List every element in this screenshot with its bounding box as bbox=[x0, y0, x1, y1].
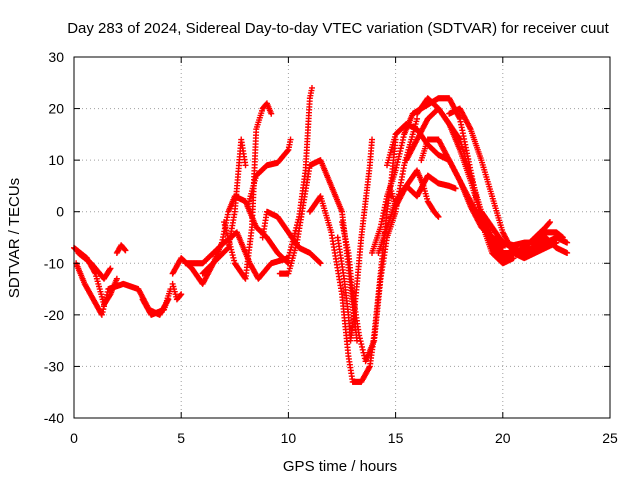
data-point-marker bbox=[103, 291, 110, 298]
data-point-marker bbox=[228, 246, 235, 253]
data-point-marker bbox=[317, 260, 324, 267]
data-point-marker bbox=[226, 238, 233, 245]
data-point-marker bbox=[242, 162, 249, 169]
data-series bbox=[139, 286, 174, 318]
data-point-marker bbox=[227, 243, 234, 250]
data-point-marker bbox=[122, 247, 129, 254]
data-point-marker bbox=[308, 84, 315, 91]
data-point-marker bbox=[287, 136, 294, 143]
data-series bbox=[73, 260, 172, 318]
data-point-marker bbox=[564, 239, 571, 246]
data-point-marker bbox=[268, 110, 275, 117]
data-point-marker bbox=[231, 257, 238, 264]
data-series bbox=[339, 115, 421, 365]
data-point-marker bbox=[98, 311, 105, 318]
y-tick-label: 30 bbox=[48, 49, 64, 65]
data-point-marker bbox=[510, 255, 517, 262]
x-tick-label: 10 bbox=[281, 430, 297, 446]
data-series bbox=[169, 280, 185, 303]
data-point-marker bbox=[456, 135, 463, 142]
data-point-marker bbox=[103, 294, 110, 301]
data-point-marker bbox=[358, 341, 365, 348]
y-tick-label: -40 bbox=[44, 410, 64, 426]
data-point-marker bbox=[99, 308, 106, 315]
y-tick-label: -20 bbox=[44, 307, 64, 323]
data-point-marker bbox=[121, 246, 128, 253]
data-point-marker bbox=[369, 136, 376, 143]
data-series bbox=[276, 157, 361, 344]
data-point-marker bbox=[435, 213, 442, 220]
data-point-marker bbox=[223, 227, 230, 234]
data-point-marker bbox=[222, 224, 229, 231]
data-point-marker bbox=[106, 266, 113, 273]
data-point-marker bbox=[221, 219, 228, 226]
data-point-marker bbox=[414, 115, 421, 122]
plot-frame bbox=[73, 56, 611, 419]
data-point-marker bbox=[101, 300, 108, 307]
data-series bbox=[478, 208, 566, 249]
data-point-marker bbox=[177, 292, 184, 299]
data-point-marker bbox=[107, 265, 114, 272]
data-point-marker bbox=[113, 275, 120, 282]
grid bbox=[74, 57, 610, 418]
data-series bbox=[244, 136, 294, 210]
data-point-marker bbox=[553, 239, 560, 246]
x-tick-label: 0 bbox=[70, 430, 78, 446]
data-point-marker bbox=[359, 343, 366, 350]
data-point-marker bbox=[284, 147, 291, 154]
y-tick-label: 20 bbox=[48, 101, 64, 117]
x-tick-label: 25 bbox=[602, 430, 618, 446]
x-tick-label: 5 bbox=[177, 430, 185, 446]
data-point-marker bbox=[228, 249, 235, 256]
data-point-marker bbox=[546, 219, 553, 226]
x-tick-label: 15 bbox=[388, 430, 404, 446]
data-point-marker bbox=[366, 364, 373, 371]
data-series bbox=[446, 105, 560, 262]
data-point-marker bbox=[356, 335, 363, 342]
data-point-marker bbox=[223, 230, 230, 237]
axis-ticks: 0 5 10 15 20 25 -40 -30 -20 -10 0 10 20 30 bbox=[44, 49, 618, 446]
y-tick-label: -10 bbox=[44, 255, 64, 271]
data-point-marker bbox=[356, 332, 363, 339]
data-point-marker bbox=[230, 254, 237, 261]
y-tick-label: 10 bbox=[48, 152, 64, 168]
data-point-marker bbox=[452, 185, 459, 192]
data-point-marker bbox=[102, 297, 109, 304]
chart-title: Day 283 of 2024, Sidereal Day-to-day VTE… bbox=[67, 20, 609, 37]
data-point-marker bbox=[224, 232, 231, 239]
data-series bbox=[375, 172, 459, 256]
data-series bbox=[113, 242, 129, 256]
data-point-marker bbox=[559, 234, 566, 241]
x-axis-label: GPS time / hours bbox=[283, 458, 397, 475]
data-series bbox=[334, 136, 376, 344]
data-series bbox=[199, 136, 249, 277]
data-layer bbox=[71, 84, 571, 385]
data-point-marker bbox=[357, 338, 364, 345]
data-point-marker bbox=[100, 306, 107, 313]
data-point-marker bbox=[434, 213, 441, 220]
data-series bbox=[75, 249, 114, 282]
data-series bbox=[221, 100, 275, 282]
data-point-marker bbox=[104, 288, 111, 295]
data-point-marker bbox=[546, 219, 553, 226]
data-point-marker bbox=[101, 303, 108, 310]
data-point-marker bbox=[229, 252, 236, 259]
y-tick-label: 0 bbox=[56, 204, 64, 220]
data-point-marker bbox=[221, 221, 228, 228]
y-tick-label: -30 bbox=[44, 358, 64, 374]
x-tick-label: 20 bbox=[495, 430, 511, 446]
data-point-marker bbox=[226, 241, 233, 248]
data-point-marker bbox=[178, 291, 185, 298]
data-point-marker bbox=[564, 249, 571, 256]
data-point-marker bbox=[225, 235, 232, 242]
y-axis-label: SDTVAR / TECUs bbox=[6, 178, 23, 298]
data-point-marker bbox=[360, 349, 367, 356]
data-point-marker bbox=[359, 346, 366, 353]
